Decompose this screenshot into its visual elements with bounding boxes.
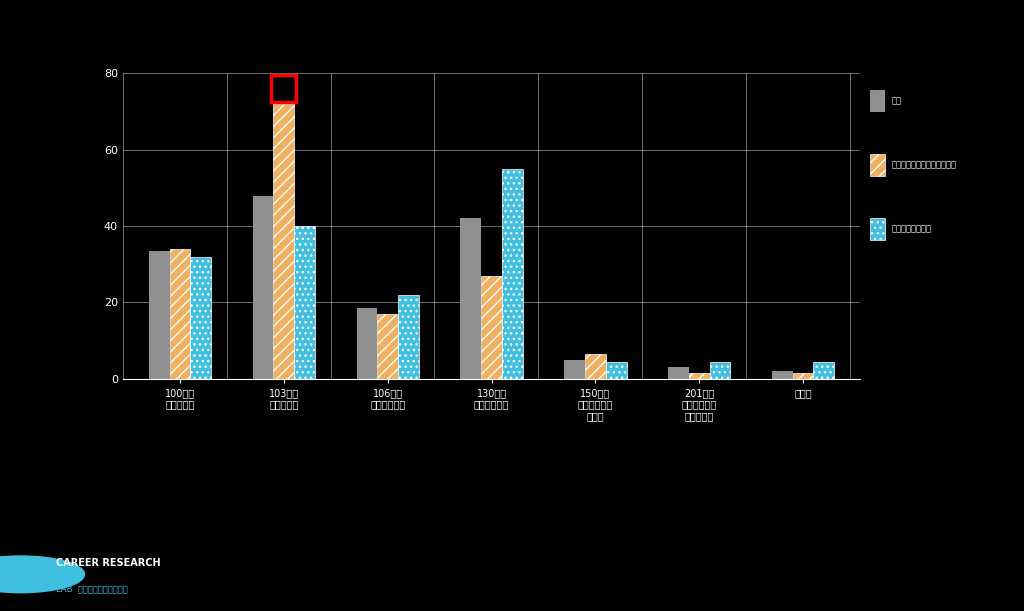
Bar xyxy=(870,154,885,175)
Bar xyxy=(710,362,730,379)
Bar xyxy=(170,249,190,379)
Bar xyxy=(356,308,377,379)
Bar xyxy=(870,90,885,111)
Text: 全体: 全体 xyxy=(892,97,902,105)
Bar xyxy=(398,295,419,379)
Bar xyxy=(148,251,170,379)
Bar xyxy=(585,354,606,379)
Bar xyxy=(253,196,273,379)
Bar xyxy=(813,362,835,379)
Bar xyxy=(606,362,627,379)
Text: 就業調整のライン（年収の壁の種類）　複数回答: 就業調整のライン（年収の壁の種類） 複数回答 xyxy=(394,18,630,37)
Bar xyxy=(377,314,398,379)
Bar xyxy=(793,373,813,379)
Bar xyxy=(502,169,522,379)
Text: 派遣社員（女性）: 派遣社員（女性） xyxy=(892,225,932,233)
Bar xyxy=(564,360,585,379)
Bar xyxy=(772,371,793,379)
Bar xyxy=(668,367,689,379)
Bar xyxy=(870,218,885,240)
Text: パート・アルバイト（女性）: パート・アルバイト（女性） xyxy=(892,161,956,169)
Bar xyxy=(689,373,710,379)
Bar xyxy=(273,104,294,379)
Bar xyxy=(271,75,296,102)
Text: CAREER RESEARCH: CAREER RESEARCH xyxy=(56,558,161,568)
Text: LAB  キャリアリサーチラボ: LAB キャリアリサーチラボ xyxy=(56,585,128,593)
Bar xyxy=(294,226,315,379)
Circle shape xyxy=(0,556,84,593)
Bar xyxy=(461,218,481,379)
Bar xyxy=(481,276,502,379)
Bar xyxy=(190,257,211,379)
